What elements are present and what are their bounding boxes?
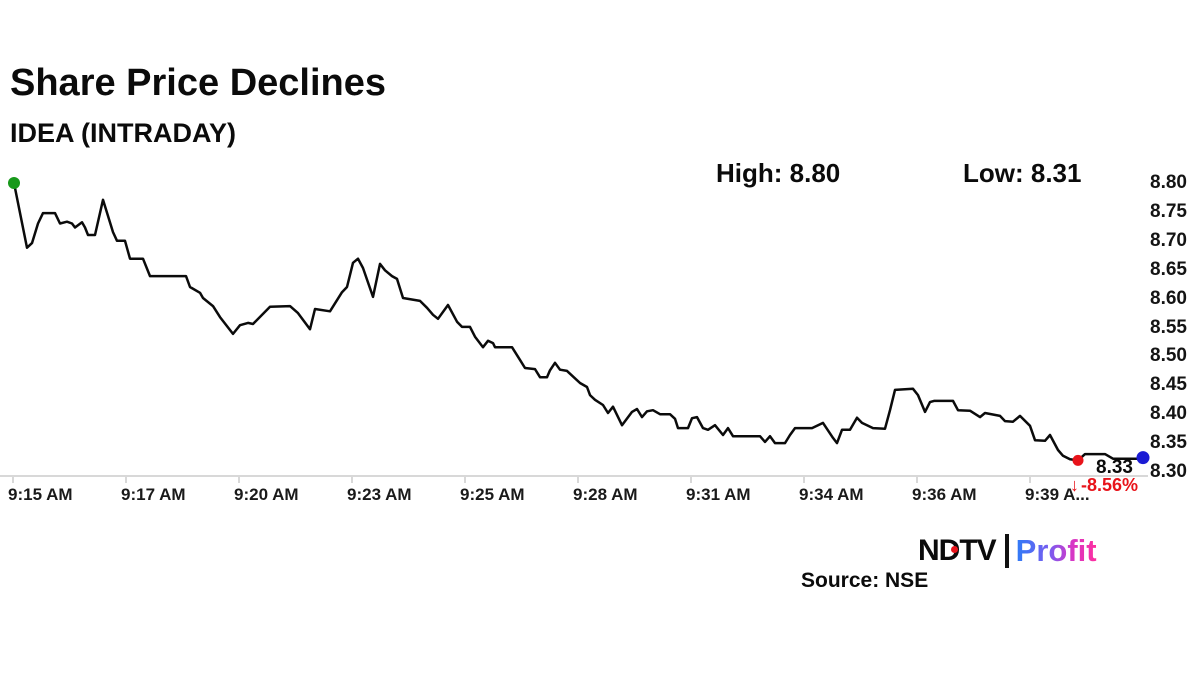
x-axis-tick-label: 9:31 AM xyxy=(686,485,751,504)
x-axis-tick xyxy=(464,477,466,483)
low-point-dot-icon xyxy=(1072,454,1084,466)
high-value-label: High: 8.80 xyxy=(716,158,841,188)
y-axis-tick-label: 8.30 xyxy=(1150,461,1187,482)
x-axis-tick xyxy=(125,477,127,483)
profit-logo-text: Profit xyxy=(1015,533,1097,568)
low-value-label: Low: 8.31 xyxy=(963,158,1082,188)
y-axis-tick-label: 8.45 xyxy=(1150,374,1187,395)
chart-subtitle: IDEA (INTRADAY) xyxy=(10,118,237,148)
source-label: Source: NSE xyxy=(801,569,929,592)
x-axis-tick-label: 9:28 AM xyxy=(573,485,638,504)
x-axis-tick xyxy=(577,477,579,483)
y-axis-tick-label: 8.65 xyxy=(1150,259,1187,280)
x-axis-tick xyxy=(1029,477,1031,483)
x-axis-tick xyxy=(690,477,692,483)
y-axis-tick-label: 8.35 xyxy=(1150,432,1187,453)
x-axis-tick-label: 9:23 AM xyxy=(347,485,412,504)
y-axis-tick-label: 8.60 xyxy=(1150,288,1187,309)
x-axis-tick-label: 9:36 AM xyxy=(912,485,977,504)
y-axis-tick-label: 8.40 xyxy=(1150,403,1187,424)
x-axis-tick xyxy=(238,477,240,483)
x-axis-tick-label: 9:15 AM xyxy=(8,485,73,504)
logo-divider xyxy=(1004,534,1009,568)
x-axis-tick-label: 9:25 AM xyxy=(460,485,525,504)
price-series-line xyxy=(12,181,1145,462)
last-point-dot-icon xyxy=(1136,451,1150,465)
x-axis-tick-label: 9:20 AM xyxy=(234,485,299,504)
x-axis-tick-label: 9:34 AM xyxy=(799,485,864,504)
ndtv-logo-red-dot-icon xyxy=(951,546,958,553)
x-axis-line xyxy=(0,475,1148,477)
x-axis-tick-label: 9:39 A... xyxy=(1025,485,1090,504)
x-axis-tick xyxy=(12,477,14,483)
change-percent-label: -8.56% xyxy=(1081,475,1139,495)
ndtv-logo-text: NDTV xyxy=(918,534,997,568)
y-axis-tick-label: 8.70 xyxy=(1150,230,1187,251)
open-point-dot-icon xyxy=(8,177,20,189)
x-axis-tick xyxy=(803,477,805,483)
page-title: Share Price Declines xyxy=(10,62,386,104)
x-axis-tick-label: 9:17 AM xyxy=(121,485,186,504)
change-annotation: ↓ -8.56% xyxy=(1070,475,1138,496)
x-axis-tick xyxy=(351,477,353,483)
x-axis-tick xyxy=(916,477,918,483)
y-axis-tick-label: 8.50 xyxy=(1150,345,1187,366)
down-arrow-icon: ↓ xyxy=(1070,475,1079,495)
ndtv-profit-logo: NDTV Profit xyxy=(918,531,1097,571)
y-axis-tick-label: 8.80 xyxy=(1150,172,1187,193)
y-axis-tick-label: 8.55 xyxy=(1150,317,1187,338)
last-price-label: 8.33 xyxy=(1096,457,1133,478)
y-axis-tick-label: 8.75 xyxy=(1150,201,1187,222)
